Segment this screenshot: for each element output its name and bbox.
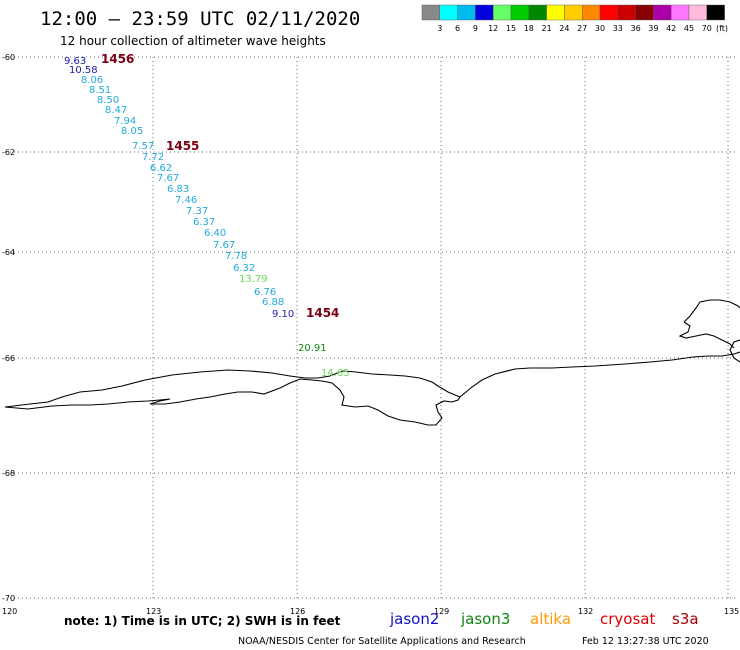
scale-swatch <box>617 4 636 21</box>
wave-height-value: 8.50 <box>97 95 119 106</box>
lat-label: -70 <box>2 594 15 603</box>
scale-unit: (ft) <box>716 24 728 33</box>
scale-swatch <box>599 4 618 21</box>
scale-label: 36 <box>631 24 641 33</box>
map-subtitle: 12 hour collection of altimeter wave hei… <box>60 34 326 48</box>
lon-label: 132 <box>578 607 593 616</box>
scale-label: 6 <box>455 24 460 33</box>
wave-height-value: 8.51 <box>89 85 111 96</box>
wave-height-value: 20.91 <box>298 343 327 354</box>
wave-height-value: 8.05 <box>121 126 143 137</box>
scale-label: 21 <box>542 24 552 33</box>
scale-label: 15 <box>506 24 516 33</box>
lat-label: -68 <box>2 469 15 478</box>
wave-height-value: 9.10 <box>272 309 294 320</box>
wave-height-value: 6.62 <box>150 163 172 174</box>
satellite-name: jason2 <box>389 610 439 628</box>
lon-label: 123 <box>146 607 161 616</box>
satellite-name: altika <box>530 610 571 628</box>
generated-timestamp: Feb 12 13:27:38 UTC 2020 <box>582 636 709 647</box>
scale-swatch <box>653 4 672 21</box>
lat-label: -64 <box>2 248 15 257</box>
scale-swatch <box>510 4 529 21</box>
longitude-labels: 120 123 126 129 132 135 <box>2 607 739 616</box>
satellite-name: s3a <box>672 610 699 628</box>
wave-height-value: 8.06 <box>81 75 103 86</box>
observation-labels: 9.6310.588.068.518.508.477.948.057.577.7… <box>64 56 350 379</box>
scale-label: 30 <box>595 24 605 33</box>
wave-height-value: 14.65 <box>321 368 350 379</box>
scale-label: 45 <box>684 24 694 33</box>
scale-swatch <box>457 4 476 21</box>
footnote: note: 1) Time is in UTC; 2) SWH is in fe… <box>64 614 341 628</box>
satellite-name: jason3 <box>460 610 510 628</box>
scale-swatch <box>706 4 725 21</box>
scale-label: 24 <box>559 24 569 33</box>
wave-height-value: 8.47 <box>105 105 127 116</box>
lon-label: 135 <box>724 607 739 616</box>
wave-height-value: 7.94 <box>114 116 136 127</box>
lon-label: 126 <box>290 607 305 616</box>
lon-label: 129 <box>434 607 449 616</box>
scale-swatch <box>439 4 458 21</box>
map-title: 12:00 – 23:59 UTC 02/11/2020 <box>40 8 360 30</box>
scale-swatch <box>493 4 512 21</box>
wave-height-value: 6.32 <box>233 263 255 274</box>
scale-swatch <box>582 4 601 21</box>
credit-text: NOAA/NESDIS Center for Satellite Applica… <box>238 636 526 647</box>
lon-label: 120 <box>2 607 17 616</box>
scale-label: 42 <box>666 24 676 33</box>
scale-label: 33 <box>613 24 623 33</box>
latitude-labels: -60 -62 -64 -66 -68 -70 <box>2 53 15 603</box>
wave-height-value: 6.76 <box>254 287 276 298</box>
scale-label: 9 <box>473 24 478 33</box>
wave-height-value: 13.79 <box>239 274 268 285</box>
scale-label: 39 <box>648 24 658 33</box>
wave-height-value: 7.37 <box>186 206 208 217</box>
lat-label: -62 <box>2 148 15 157</box>
lat-label: -60 <box>2 53 15 62</box>
scale-label: 70 <box>702 24 712 33</box>
wave-height-value: 7.72 <box>142 152 164 163</box>
lat-lon-grid <box>10 56 735 600</box>
wave-height-value: 6.37 <box>193 217 215 228</box>
scale-swatch <box>671 4 690 21</box>
scale-swatch <box>688 4 707 21</box>
pass-time-label: 1455 <box>166 139 199 153</box>
scale-label: 3 <box>437 24 442 33</box>
pass-time-label: 1454 <box>306 306 339 320</box>
wave-height-value: 7.67 <box>157 173 179 184</box>
scale-label: 12 <box>488 24 498 33</box>
satellite-legend: jason2 jason3 altika cryosat s3a <box>389 610 699 628</box>
wave-height-value: 6.40 <box>204 228 226 239</box>
wave-height-value: 7.57 <box>132 141 154 152</box>
wave-height-value: 7.67 <box>213 240 235 251</box>
scale-swatch <box>528 4 547 21</box>
wave-height-color-scale: 3 6 9 12 15 18 21 24 27 30 33 36 39 42 45 70 (ft) <box>421 4 728 33</box>
scale-swatch <box>564 4 583 21</box>
wave-height-value: 9.63 <box>64 56 86 67</box>
scale-swatch <box>635 4 654 21</box>
scale-swatch <box>475 4 494 21</box>
satellite-name: cryosat <box>600 610 655 628</box>
scale-label: 18 <box>524 24 534 33</box>
lat-label: -66 <box>2 354 15 363</box>
pass-time-label: 1456 <box>101 52 134 66</box>
antarctic-coastline <box>4 299 740 426</box>
scale-label: 27 <box>577 24 587 33</box>
wave-height-value: 7.78 <box>225 251 247 262</box>
time-labels: 1456 1455 1454 <box>101 52 339 320</box>
wave-height-value: 6.83 <box>167 184 189 195</box>
scale-swatch <box>546 4 565 21</box>
wave-height-value: 10.58 <box>69 65 98 76</box>
wave-height-value: 6.88 <box>262 297 284 308</box>
scale-swatch <box>421 4 440 21</box>
wave-height-value: 7.46 <box>175 195 197 206</box>
